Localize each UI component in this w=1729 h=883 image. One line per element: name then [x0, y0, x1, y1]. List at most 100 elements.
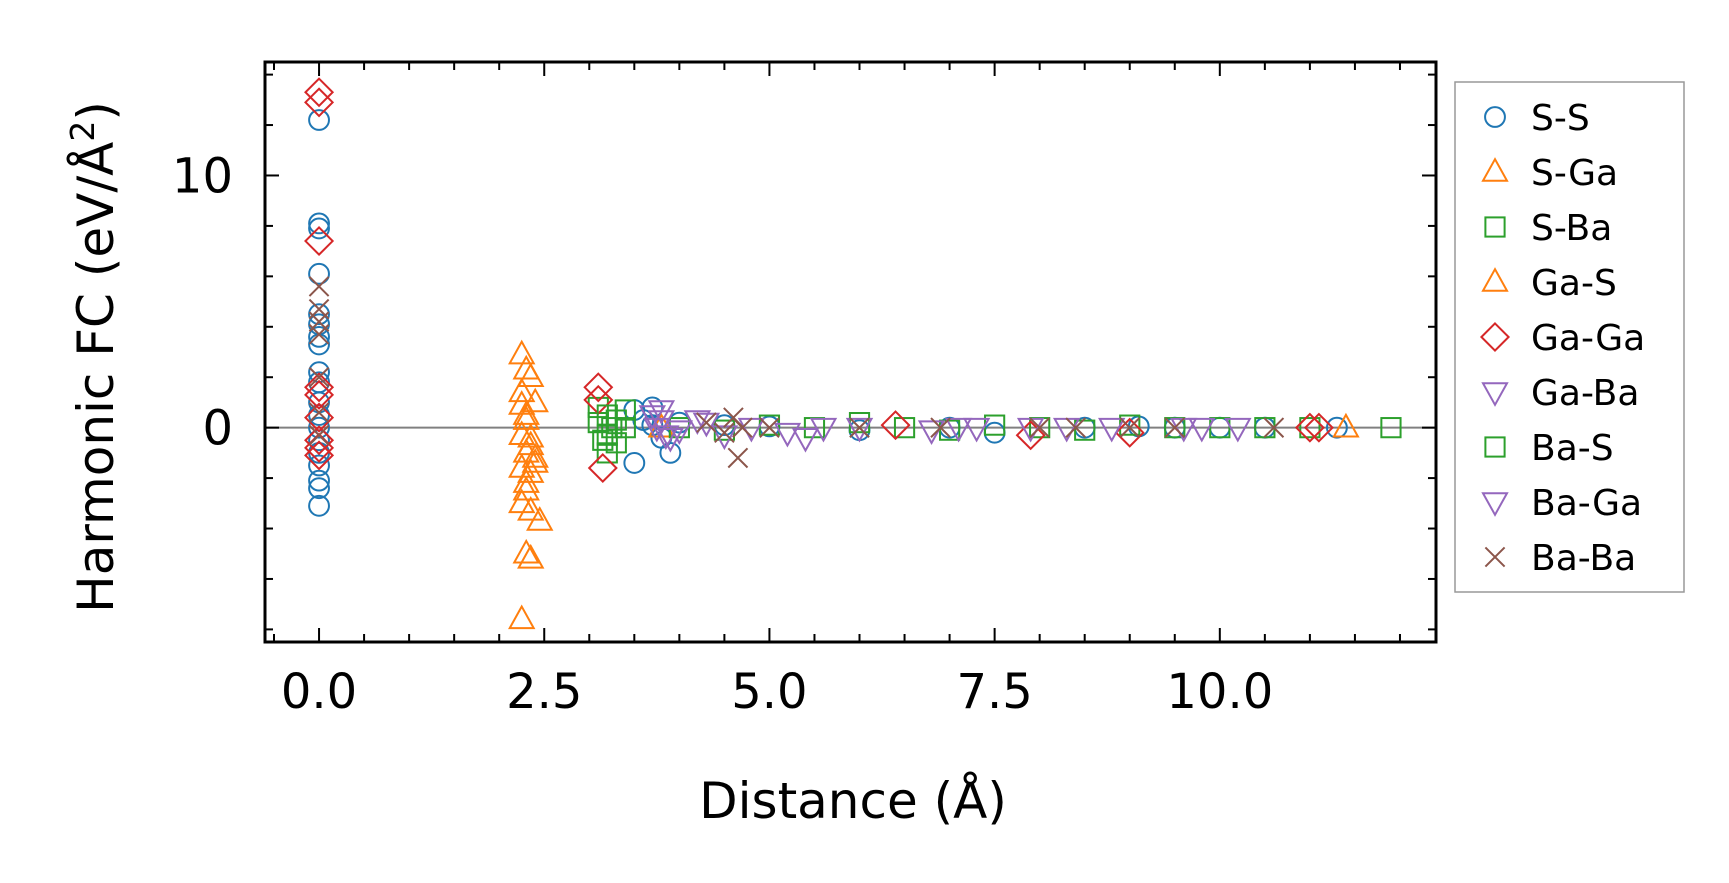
legend-label: Ba-S: [1531, 428, 1614, 469]
data-point-s-ga: [526, 506, 554, 531]
y-axis-label-main: Harmonic FC (eV/Å: [67, 142, 125, 613]
data-point-ba-ba: [759, 417, 780, 438]
data-point-ba-ba: [1065, 417, 1086, 438]
data-point-ga-ba: [692, 412, 721, 438]
data-point-ba-ba: [308, 424, 330, 446]
legend: S-S S-Ga S-Ba Ga-S Ga-Ga Ga-Ba Ba-S Ba-Ga Ba-Ba: [1454, 81, 1685, 593]
legend-marker: [1484, 546, 1506, 568]
points-layer: [304, 77, 1402, 630]
data-point-ba-s: [614, 399, 636, 421]
series-ga-s: [508, 390, 549, 473]
legend-marker: [1481, 267, 1509, 292]
x-axis-label: Distance (Å): [699, 772, 1007, 830]
data-point-ga-ga: [304, 379, 335, 410]
data-point-ba-ba: [308, 402, 330, 423]
data-point-ba-ba: [1119, 417, 1141, 438]
data-point-s-ga: [508, 488, 536, 514]
series-ba-s: [596, 399, 636, 454]
legend-label: Ga-S: [1531, 263, 1617, 304]
y-axis-label-superscript: 2: [63, 121, 102, 142]
data-point-ga-ba: [665, 420, 694, 446]
data-point-ba-ga: [656, 427, 685, 453]
data-point-ba-ga: [647, 400, 676, 425]
x-tick-label: 10.0: [1166, 664, 1273, 720]
data-point-ga-ga: [304, 87, 335, 118]
data-point-s-s: [308, 217, 330, 240]
series-s-ga: [508, 339, 1360, 630]
series-s-ba: [587, 396, 1402, 464]
legend-marker: [1479, 321, 1511, 353]
data-point-ga-ga: [1303, 412, 1334, 443]
data-point-ba-ba: [849, 417, 870, 438]
data-point-ga-ga: [304, 372, 335, 403]
data-point-ga-ga: [304, 425, 335, 456]
data-point-s-ba: [1299, 417, 1321, 439]
legend-marker: [1484, 106, 1506, 128]
data-point-ba-ba: [308, 276, 330, 297]
data-point-ba-ba: [1164, 417, 1186, 438]
data-point-ga-ba: [845, 417, 874, 443]
legend-label: S-Ba: [1531, 208, 1612, 249]
axes-layer: 0.0 2.5 5.0 7.5 10.0 0 10: [172, 60, 1438, 720]
data-point-ga-s: [517, 422, 545, 448]
y-tick-label: 10: [172, 148, 233, 204]
legend-label: Ba-Ga: [1531, 483, 1642, 524]
legend-label: Ba-Ba: [1531, 538, 1636, 579]
legend-marker: [1481, 382, 1509, 407]
data-point-ba-ga: [1188, 417, 1216, 443]
data-point-ga-ga: [304, 226, 335, 257]
data-point-ga-ga: [587, 452, 618, 484]
data-point-s-s: [308, 416, 330, 439]
data-point-ba-s: [601, 417, 623, 439]
legend-entry: Ba-Ba: [1484, 538, 1636, 579]
data-point-s-ba: [1209, 417, 1231, 439]
legend-entry: Ga-S: [1481, 263, 1617, 304]
data-point-s-ga: [508, 377, 536, 403]
data-point-s-s: [308, 212, 330, 235]
data-point-s-s: [308, 109, 330, 131]
data-point-ba-s: [596, 404, 618, 426]
data-point-s-ga: [508, 604, 536, 630]
data-point-ba-ba: [732, 417, 753, 438]
data-point-s-ga: [508, 339, 536, 365]
data-point-ba-ga: [791, 427, 820, 453]
legend-entry: S-Ga: [1481, 153, 1618, 194]
data-point-ga-ga: [1294, 412, 1325, 443]
x-tick-label: 0.0: [281, 664, 357, 720]
data-point-ba-ba: [1263, 417, 1285, 438]
data-point-s-ga: [512, 538, 540, 564]
data-point-ba-s: [605, 432, 627, 454]
legend-entry: Ba-S: [1484, 428, 1614, 469]
data-point-s-ba: [1380, 417, 1402, 439]
data-point-ga-s: [521, 448, 549, 473]
data-point-ba-ba: [308, 366, 330, 388]
data-point-s-s: [308, 325, 330, 348]
data-point-s-ga: [517, 496, 545, 521]
data-point-ga-ba: [962, 417, 991, 443]
data-point-ga-ga: [304, 440, 335, 471]
data-point-s-ba: [938, 419, 961, 441]
legend-entry: Ba-Ga: [1481, 483, 1642, 524]
legend-entry: S-S: [1484, 98, 1590, 139]
legend-label: S-S: [1531, 98, 1590, 139]
legend-entry: S-Ba: [1484, 208, 1612, 249]
y-axis-label-close: ): [67, 101, 125, 121]
data-point-ga-ga: [1015, 420, 1046, 451]
x-tick-label: 2.5: [506, 664, 582, 720]
data-point-s-s: [983, 421, 1006, 444]
data-point-s-ga: [1332, 412, 1360, 438]
data-point-ga-ga: [880, 410, 911, 441]
series-ba-ga: [647, 400, 1216, 453]
legend-label: Ga-Ga: [1531, 318, 1645, 359]
data-point-s-s: [623, 452, 646, 474]
x-tick-label: 5.0: [731, 664, 807, 720]
data-point-ga-ba: [773, 422, 802, 448]
data-point-ga-ga: [1114, 417, 1145, 448]
data-point-ga-ba: [917, 420, 946, 446]
data-point-ba-ba: [727, 447, 749, 469]
legend-marker: [1484, 216, 1506, 238]
data-point-s-ba: [893, 417, 916, 439]
data-point-ga-ga: [304, 402, 335, 433]
data-point-s-ga: [512, 354, 540, 380]
